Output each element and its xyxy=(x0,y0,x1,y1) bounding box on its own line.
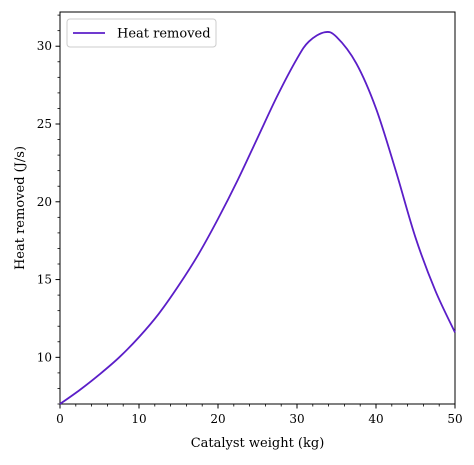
y-tick-label: 25 xyxy=(37,117,52,131)
y-tick-label: 20 xyxy=(37,195,52,209)
y-tick-label: 30 xyxy=(37,39,52,53)
x-axis-ticks: 0 10 20 30 40 50 xyxy=(56,404,463,426)
x-tick-label: 20 xyxy=(210,412,225,426)
y-tick-label: 15 xyxy=(37,273,52,287)
legend-label-heat-removed: Heat removed xyxy=(117,27,211,42)
x-tick-label: 0 xyxy=(56,412,64,426)
legend-box xyxy=(66,18,217,48)
plot-area-border xyxy=(59,11,456,405)
x-tick-label: 30 xyxy=(289,412,304,426)
minor-ticks xyxy=(57,14,440,407)
x-tick-label: 50 xyxy=(447,412,462,426)
y-axis-label: Heat removed (J/s) xyxy=(13,146,28,270)
x-tick-label: 10 xyxy=(131,412,146,426)
plot-frame xyxy=(59,11,456,405)
legend: Heat removed xyxy=(66,18,217,48)
series-layer xyxy=(59,30,456,405)
x-tick-label: 40 xyxy=(368,412,383,426)
series-line-heat-removed xyxy=(59,30,456,405)
y-axis-ticks: 10 15 20 25 30 xyxy=(37,39,60,364)
x-axis-label: Catalyst weight (kg) xyxy=(191,436,325,451)
y-tick-label: 10 xyxy=(37,350,52,364)
